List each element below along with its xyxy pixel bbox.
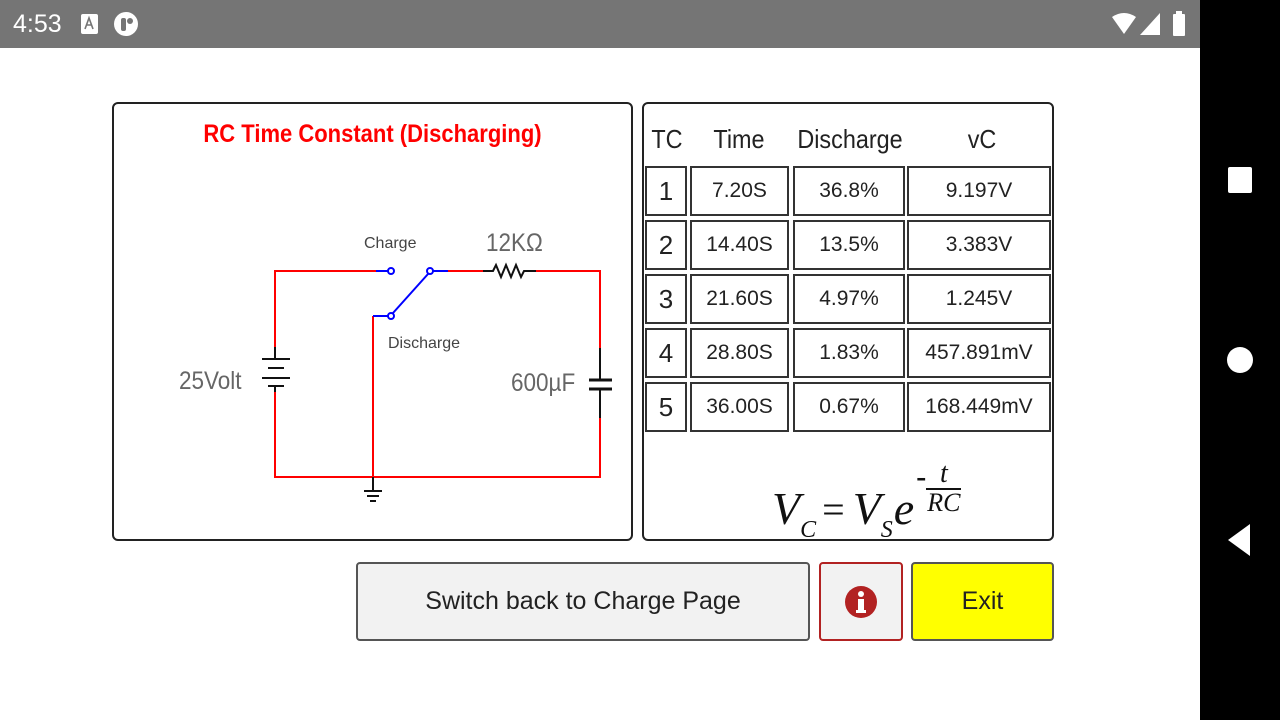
exit-button[interactable]: Exit xyxy=(911,562,1054,641)
table-cell-time: 14.40S xyxy=(690,220,789,270)
formula-vc: V xyxy=(772,483,801,534)
table-cell-discharge: 0.67% xyxy=(793,382,905,432)
switch-to-charge-button[interactable]: Switch back to Charge Page xyxy=(356,562,810,641)
formula-fraction: t RC xyxy=(926,458,962,517)
header-vc: vC xyxy=(967,124,997,154)
formula: V C = V S e - t RC xyxy=(772,436,962,542)
table-cell-vc: 168.449mV xyxy=(907,382,1051,432)
resistor-icon xyxy=(483,262,536,280)
battery-icon xyxy=(262,347,290,392)
header-tc: TC xyxy=(651,124,683,154)
info-button[interactable] xyxy=(819,562,903,641)
formula-rc: RC xyxy=(926,488,962,517)
clock: 4:53 xyxy=(13,10,62,38)
table-cell-vc: 1.245V xyxy=(907,274,1051,324)
table-cell-time: 21.60S xyxy=(690,274,789,324)
table-cell-vc: 457.891mV xyxy=(907,328,1051,378)
status-bar: 4:53 xyxy=(0,0,1200,48)
switch-button-label: Switch back to Charge Page xyxy=(425,587,741,615)
formula-minus: - xyxy=(916,460,927,493)
system-icons xyxy=(1112,11,1185,36)
formula-vc-sub: C xyxy=(800,517,817,543)
discharge-label: Discharge xyxy=(388,335,461,352)
table-cell-vc: 9.197V xyxy=(907,166,1051,216)
resistor-label: 12KΩ xyxy=(486,229,543,257)
formula-eq: = xyxy=(822,487,845,532)
circuit-diagram xyxy=(262,262,612,502)
table-panel: TC Time Discharge vC xyxy=(642,102,1054,541)
info-icon xyxy=(845,585,877,618)
header-time: Time xyxy=(713,124,765,154)
formula-t: t xyxy=(939,458,948,489)
table-cell-discharge: 13.5% xyxy=(793,220,905,270)
table-cell-tc: 1 xyxy=(645,166,687,216)
capacitor-icon xyxy=(589,348,612,418)
table-cell-time: 7.20S xyxy=(690,166,789,216)
capacitor-label: 600µF xyxy=(511,369,576,397)
table-cell-vc: 3.383V xyxy=(907,220,1051,270)
battery-icon xyxy=(1173,14,1185,36)
formula-e: e xyxy=(893,483,915,534)
table-cell-time: 28.80S xyxy=(690,328,789,378)
table-cell-discharge: 1.83% xyxy=(793,328,905,378)
app-badge-icon xyxy=(114,12,138,36)
wifi-icon xyxy=(1112,13,1136,34)
table-cell-tc: 5 xyxy=(645,382,687,432)
table-cell-time: 36.00S xyxy=(690,382,789,432)
wires xyxy=(274,270,601,490)
table-cell-discharge: 4.97% xyxy=(793,274,905,324)
exit-label: Exit xyxy=(961,587,1004,615)
recents-button[interactable] xyxy=(1228,167,1252,193)
a-text-icon xyxy=(81,14,98,34)
battery-label: 25Volt xyxy=(179,367,242,395)
navigation-bar xyxy=(1200,0,1280,720)
table-cell-tc: 3 xyxy=(645,274,687,324)
table-cell-tc: 4 xyxy=(645,328,687,378)
table-cell-tc: 2 xyxy=(645,220,687,270)
charge-label: Charge xyxy=(364,235,417,252)
page-title: RC Time Constant (Discharging) xyxy=(203,120,542,148)
formula-vs-sub: S xyxy=(880,517,893,543)
header-discharge: Discharge xyxy=(797,124,903,154)
switch-icon xyxy=(373,267,448,320)
home-button[interactable] xyxy=(1227,347,1253,373)
table-cell-discharge: 36.8% xyxy=(793,166,905,216)
signal-icon xyxy=(1140,13,1160,35)
ground-icon xyxy=(364,477,382,502)
back-button[interactable] xyxy=(1226,522,1252,558)
formula-vs: V xyxy=(852,483,881,534)
